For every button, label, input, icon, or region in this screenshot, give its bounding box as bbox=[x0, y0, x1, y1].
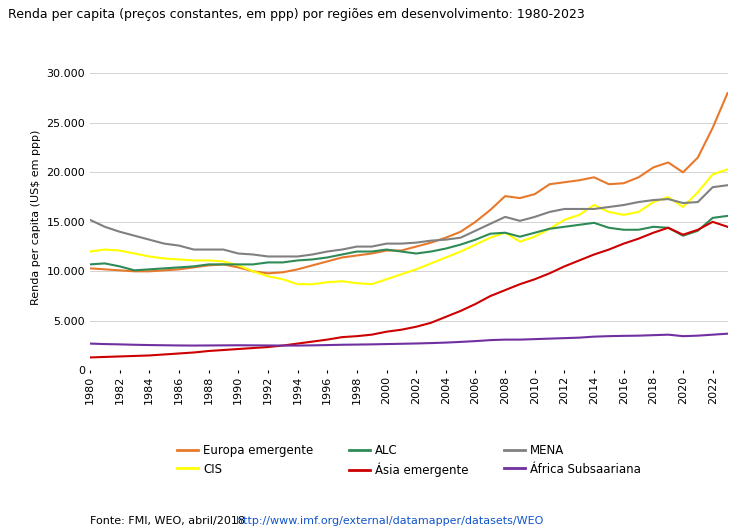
Y-axis label: Renda per capita (US$ em ppp): Renda per capita (US$ em ppp) bbox=[31, 129, 40, 305]
Text: Fonte: FMI, WEO, abril/2018: Fonte: FMI, WEO, abril/2018 bbox=[90, 516, 248, 526]
Legend: Europa emergente, CIS, ALC, Ásia emergente, MENA, África Subsaariana: Europa emergente, CIS, ALC, Ásia emergen… bbox=[177, 444, 640, 477]
Text: Renda per capita (preços constantes, em ppp) por regiões em desenvolvimento: 198: Renda per capita (preços constantes, em … bbox=[8, 8, 584, 21]
Text: http://www.imf.org/external/datamapper/datasets/WEO: http://www.imf.org/external/datamapper/d… bbox=[236, 516, 544, 526]
